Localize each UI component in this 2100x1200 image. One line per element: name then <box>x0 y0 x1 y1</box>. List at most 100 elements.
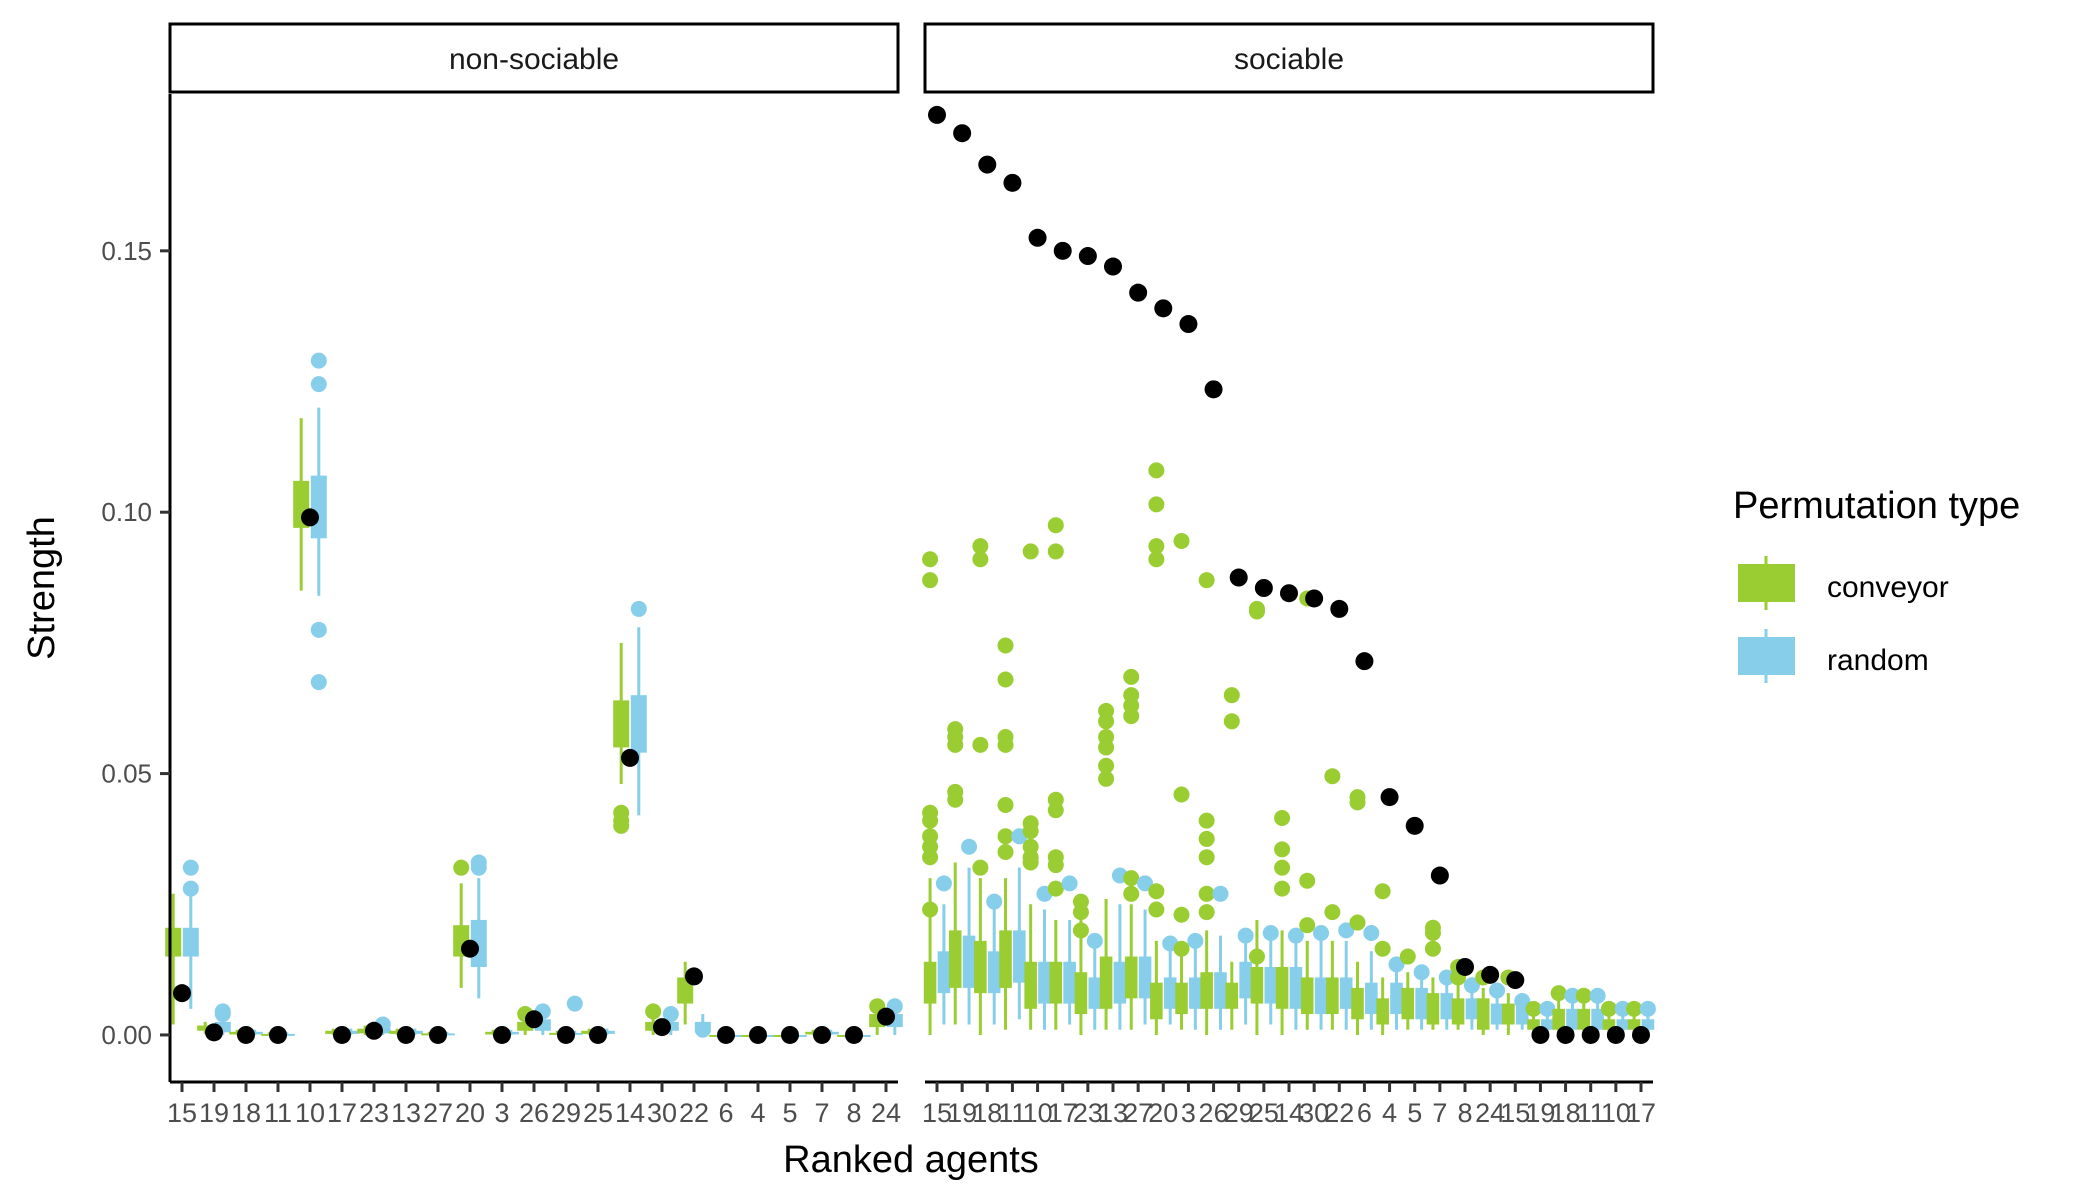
outlier-point-random <box>961 838 978 855</box>
outlier-point-conveyor <box>1173 532 1190 549</box>
box-iqr <box>325 1030 342 1034</box>
outlier-point-conveyor <box>972 538 989 555</box>
outlier-point-conveyor <box>922 828 939 845</box>
box-random-11 <box>1591 998 1604 1035</box>
outlier-point-conveyor <box>997 637 1014 654</box>
box-iqr <box>406 1030 423 1034</box>
outlier-point-conveyor <box>1198 812 1215 829</box>
y-tick-label: 0.10 <box>101 497 152 527</box>
outlier-point-conveyor <box>1274 841 1291 858</box>
box-conveyor-3 <box>1175 951 1188 1030</box>
box-iqr <box>214 1021 231 1033</box>
outlier-point-random <box>310 621 327 638</box>
outlier-point-conveyor <box>1198 572 1215 589</box>
outlier-point-conveyor <box>1173 906 1190 923</box>
outlier-point-conveyor <box>1223 687 1240 704</box>
box-conveyor-15 <box>1502 993 1515 1035</box>
x-tick-label: 4 <box>1382 1098 1397 1128</box>
box-iqr <box>1088 977 1102 1009</box>
outlier-point-conveyor <box>645 1003 662 1020</box>
outlier-point-conveyor <box>1349 914 1366 931</box>
outlier-point-conveyor <box>1173 786 1190 803</box>
box-iqr <box>598 1030 615 1034</box>
box-random-30 <box>1314 940 1328 1030</box>
outlier-point-conveyor <box>1047 543 1064 560</box>
strip-sociable <box>923 22 1655 94</box>
outlier-point-conveyor <box>1600 1000 1617 1017</box>
box-conveyor-19 <box>948 862 962 1025</box>
x-tick-label: 30 <box>1299 1098 1329 1128</box>
box-iqr <box>1239 961 1252 999</box>
outlier-point-random <box>1212 885 1229 902</box>
observed-point <box>1254 579 1273 597</box>
observed-point <box>1078 247 1097 266</box>
x-tick-label: 5 <box>1407 1098 1422 1128</box>
x-tick-label: 22 <box>679 1098 709 1128</box>
outlier-point-random <box>1463 977 1480 994</box>
observed-point <box>1506 971 1525 990</box>
outlier-point-conveyor <box>1047 880 1064 897</box>
x-tick-label: 10 <box>1023 1098 1053 1128</box>
outlier-point-random <box>182 880 199 897</box>
outlier-point-conveyor <box>1123 870 1140 887</box>
outlier-point-conveyor <box>1123 885 1140 902</box>
legend-title: Permutation type <box>1733 485 2020 527</box>
box-iqr <box>1049 961 1063 1004</box>
x-tick-label: 23 <box>1073 1098 1103 1128</box>
observed-point <box>717 1025 735 1044</box>
outlier-point-conveyor <box>997 828 1014 845</box>
x-tick-label: 19 <box>199 1098 229 1128</box>
x-tick-label: 29 <box>551 1098 581 1128</box>
box-random-29 <box>1239 930 1252 1025</box>
outlier-point-random <box>310 376 327 393</box>
outlier-point-conveyor <box>1173 940 1190 957</box>
box-iqr <box>1440 993 1454 1020</box>
box-iqr <box>1300 977 1314 1015</box>
box-iqr <box>1214 972 1227 1009</box>
observed-point <box>1405 816 1424 835</box>
outlier-point-conveyor <box>997 671 1014 688</box>
x-tick-label: 5 <box>782 1098 797 1128</box>
observed-point <box>1481 965 1500 984</box>
observed-point <box>1330 599 1349 618</box>
outlier-point-random <box>1388 956 1405 973</box>
x-tick-label: 18 <box>1551 1098 1581 1128</box>
observed-point <box>877 1007 895 1026</box>
x-axis-ticks-non-sociable: 15 19 18 11 10 17 23 13 27 20 3 26 29 25 14 30 22 6 4 5 7 8 24 <box>167 1082 901 1128</box>
box-conveyor-27 <box>1124 904 1138 1030</box>
observed-point <box>493 1025 511 1044</box>
observed-point <box>781 1025 799 1044</box>
box-iqr <box>1502 1003 1515 1025</box>
x-tick-label: 7 <box>1432 1098 1447 1128</box>
box-random-25 <box>1264 930 1278 1025</box>
legend: Permutation type conveyor random <box>1733 485 2020 683</box>
box-iqr <box>1339 977 1353 1009</box>
x-tick-label: 10 <box>295 1098 325 1128</box>
observed-point <box>1355 652 1374 671</box>
outlier-point-conveyor <box>922 901 939 918</box>
x-tick-label: 25 <box>583 1098 613 1128</box>
x-tick-label: 20 <box>455 1098 485 1128</box>
box-iqr <box>1264 966 1278 1004</box>
box-iqr <box>1591 1008 1604 1030</box>
outlier-point-conveyor <box>1248 600 1265 617</box>
strip-non-sociable <box>168 22 900 94</box>
box-conveyor-6 <box>1351 961 1364 1035</box>
outlier-point-conveyor <box>1575 987 1592 1004</box>
outlier-point-random <box>1313 925 1330 942</box>
outlier-point-conveyor <box>1424 919 1441 936</box>
box-random-6 <box>1365 951 1378 1030</box>
box-conveyor-29 <box>1225 961 1239 1030</box>
observed-point <box>461 939 479 958</box>
observed-point <box>173 984 191 1003</box>
y-tick-label: 0.15 <box>101 236 152 266</box>
legend-key-conveyor <box>1738 556 1795 610</box>
box-iqr <box>165 927 182 957</box>
box-iqr <box>1566 1008 1579 1030</box>
box-iqr <box>1351 987 1364 1020</box>
x-tick-label: 8 <box>1457 1098 1472 1128</box>
observed-point <box>365 1021 383 1040</box>
outlier-point-conveyor <box>997 796 1014 813</box>
outlier-point-conveyor <box>1098 757 1115 774</box>
observed-point <box>749 1025 767 1044</box>
